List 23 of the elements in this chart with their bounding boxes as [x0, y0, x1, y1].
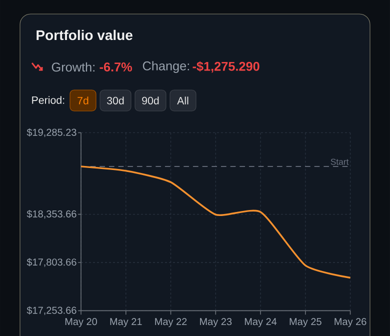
- text: -6.7%: [100, 62, 132, 72]
- chart-title: Portfolio value: [36, 30, 132, 40]
- x-tick-label: May 21: [110, 318, 142, 328]
- x-tick-label: May 20: [65, 318, 97, 328]
- y-tick-label: $17,803.66: [26, 258, 76, 267]
- text: Growth:: [52, 62, 94, 72]
- text: Period:: [32, 96, 64, 104]
- x-tick-label: May 23: [200, 318, 232, 328]
- y-tick-label: $17,253.66: [26, 306, 76, 316]
- ref-line-label: Start: [330, 158, 349, 165]
- x-tick-label: May 26: [334, 318, 366, 328]
- x-tick-label: May 25: [290, 318, 322, 328]
- line-series: [80, 166, 352, 279]
- x-tick-label: May 24: [244, 318, 277, 328]
- text: 90d: [142, 96, 159, 104]
- text: Change:: [142, 61, 189, 73]
- text: All: [177, 96, 188, 104]
- text: -$1,275.290: [192, 61, 260, 73]
- y-tick-label: $18,353.66: [26, 210, 76, 219]
- x-tick-label: May 22: [155, 318, 187, 328]
- y-tick-label: $19,285.23: [26, 128, 76, 138]
- text: 7d: [78, 96, 88, 104]
- text: 30d: [107, 96, 124, 104]
